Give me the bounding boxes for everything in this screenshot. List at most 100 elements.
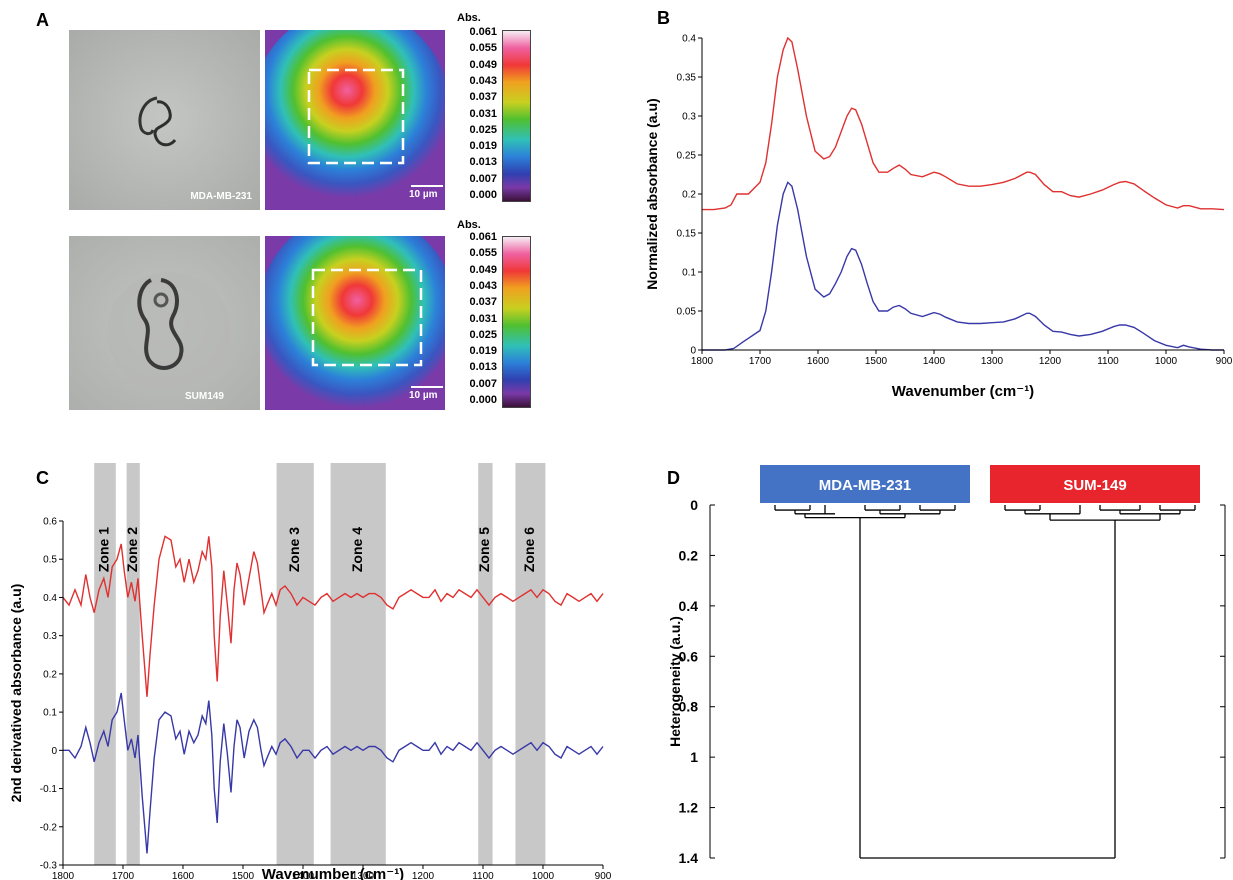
colorbar-2-tick-2: 0.049: [469, 263, 497, 276]
x-tick-label-7: 1100: [472, 871, 494, 880]
y-tick-label-7: 0.35: [677, 73, 697, 84]
y-tick-label-9: 0.6: [43, 517, 57, 528]
colorbar-1-tick-4: 0.037: [469, 91, 497, 104]
x-tick-label-3: 1500: [232, 871, 255, 880]
x-axis-title: Wavenumber (cm⁻¹): [262, 866, 404, 880]
cell-outline-2: [69, 236, 260, 410]
group-bar-1: [760, 465, 970, 503]
y-tick-label-8: 0.5: [43, 555, 57, 566]
cell-label-sum149: SUM149: [185, 391, 224, 402]
y-tick-label-3: 0.15: [677, 229, 697, 240]
x-tick-label-6: 1200: [412, 871, 435, 880]
x-tick-label-1: 1700: [749, 356, 772, 367]
y-tick-label-6: 0.3: [682, 112, 696, 123]
micrograph-sum149: SUM149: [69, 236, 260, 410]
zone-label-3: Zone 3: [286, 527, 302, 572]
zone-band-6: [515, 463, 546, 865]
y-tick-label-1: -0.2: [40, 822, 58, 833]
colorbar-2-tick-4: 0.037: [469, 296, 497, 309]
scalebar-line-1: [411, 185, 443, 187]
x-tick-label-7: 1100: [1097, 356, 1119, 367]
x-tick-label-2: 1600: [807, 356, 830, 367]
y-tick-label-0: -0.3: [40, 861, 58, 872]
colorbar-1-tick-3: 0.043: [469, 74, 497, 87]
group-bar-2: [990, 465, 1200, 503]
y-tick-label-0: 0: [690, 497, 698, 513]
y-tick-label-1: 0.05: [677, 307, 697, 318]
x-tick-label-5: 1300: [981, 356, 1004, 367]
x-tick-label-4: 1400: [923, 356, 946, 367]
absorbance-map-sum149: 10 µm: [265, 236, 445, 410]
absorbance-map-mda-mb-231: 10 µm: [265, 30, 445, 210]
y-tick-label-4: 0.2: [682, 190, 696, 201]
y-tick-label-3: 0: [51, 746, 57, 757]
x-tick-label-5: 1300: [352, 871, 375, 880]
x-tick-label-8: 1000: [532, 871, 555, 880]
y-tick-label-4: 0.8: [679, 699, 699, 715]
zone-band-3: [276, 463, 314, 865]
y-tick-label-5: 0.2: [43, 669, 57, 680]
y-axis-title: Heterogeneity (a.u.): [667, 616, 683, 747]
series-line-2: [702, 181, 1224, 351]
series-line-1: [702, 36, 1225, 211]
y-tick-label-2: -0.1: [40, 784, 58, 795]
colorbar-2-tick-5: 0.031: [469, 312, 497, 325]
scalebar-label-1: 10 µm: [409, 189, 438, 200]
x-tick-label-6: 1200: [1039, 356, 1062, 367]
y-tick-label-7: 1.4: [679, 850, 699, 866]
y-axis-title: Normalized absorbance (a.u): [644, 98, 660, 289]
x-tick-label-4: 1400: [292, 871, 315, 880]
y-tick-label-2: 0.1: [682, 268, 696, 279]
colorbar-2-tick-6: 0.025: [469, 328, 497, 341]
cell-outline-1: [69, 30, 260, 210]
x-tick-label-8: 1000: [1155, 356, 1178, 367]
colorbar-1-tick-2: 0.049: [469, 58, 497, 71]
y-tick-label-5: 1: [690, 749, 698, 765]
x-axis-title: Wavenumber (cm⁻¹): [892, 383, 1034, 400]
y-tick-label-4: 0.1: [43, 708, 57, 719]
y-tick-label-5: 0.25: [677, 151, 697, 162]
x-tick-label-3: 1500: [865, 356, 888, 367]
y-tick-label-6: 1.2: [679, 800, 699, 816]
zone-label-5: Zone 5: [476, 527, 492, 572]
scalebar-label-2: 10 µm: [409, 390, 438, 401]
colorbar-2: [502, 236, 531, 408]
zone-band-2: [126, 463, 140, 865]
colorbar-1-tick-10: 0.000: [469, 189, 497, 201]
cell-label-mda-mb-231: MDA-MB-231: [190, 191, 252, 202]
colorbar-2-tick-9: 0.007: [469, 377, 497, 390]
colorbar-2-tick-10: 0.000: [469, 394, 497, 406]
panel-d-letter: D: [667, 468, 680, 488]
colorbar-title-1: Abs.: [457, 12, 481, 24]
colorbar-1-tick-9: 0.007: [469, 172, 497, 185]
y-axis-title: 2nd derivatived absorbance (a.u): [8, 584, 24, 803]
zone-label-1: Zone 1: [96, 527, 112, 572]
colorbar-2-tick-1: 0.055: [469, 247, 497, 260]
y-tick-label-0: 0: [690, 346, 696, 357]
zone-label-6: Zone 6: [521, 527, 537, 572]
series-line-1: [62, 535, 604, 697]
zone-band-5: [478, 463, 493, 865]
series-line-2: [63, 692, 604, 854]
colorbar-1-tick-7: 0.019: [469, 140, 497, 153]
y-tick-label-3: 0.6: [679, 648, 699, 664]
colorbar-1-tick-0: 0.061: [469, 26, 497, 38]
group-label-1: MDA-MB-231: [819, 477, 912, 494]
panel-b-letter: B: [657, 8, 670, 28]
colorbar-2-tick-3: 0.043: [469, 279, 497, 292]
zone-band-1: [94, 463, 116, 865]
y-tick-label-7: 0.4: [43, 593, 57, 604]
x-tick-label-2: 1600: [172, 871, 195, 880]
y-tick-label-2: 0.4: [679, 598, 699, 614]
zone-label-2: Zone 2: [124, 527, 140, 572]
y-tick-label-1: 0.2: [679, 547, 699, 563]
colorbar-1-tick-1: 0.055: [469, 42, 497, 55]
colorbar-title-2: Abs.: [457, 219, 481, 231]
panel-a-letter: A: [36, 10, 49, 30]
spectra-chart-b: 0 0.05 0.1 0.15 0.2 0.25 0.3 0.35 0.4 1800 1700 160…: [644, 34, 1233, 401]
colorbar-1-tick-8: 0.013: [469, 156, 497, 169]
zone-label-4: Zone 4: [349, 527, 365, 572]
colorbar-2-tick-8: 0.013: [469, 361, 497, 374]
x-tick-label-0: 1800: [691, 356, 714, 367]
x-tick-label-9: 900: [595, 871, 612, 880]
